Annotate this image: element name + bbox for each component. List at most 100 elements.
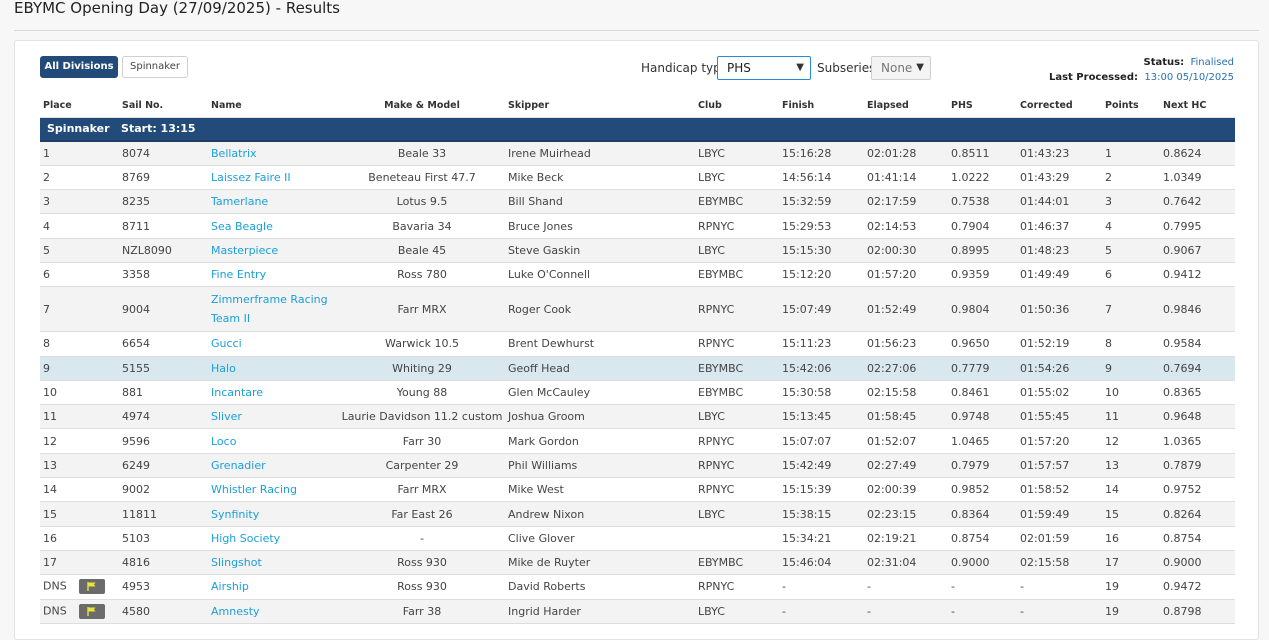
club-cell-text: EBYMBC — [698, 386, 744, 400]
next-hc-cell: 0.8754 — [1160, 526, 1235, 551]
sail-no-cell: 4580 — [119, 599, 208, 624]
col-name[interactable]: Name — [208, 95, 336, 118]
club-cell: EBYMBC — [695, 356, 779, 381]
place-cell-text: 9 — [43, 361, 50, 375]
boat-name-link[interactable]: Synfinity — [208, 501, 336, 527]
sail-no-cell: 9002 — [119, 477, 208, 503]
corrected-cell: 01:43:29 — [1017, 165, 1102, 191]
sail-no-cell: 11811 — [119, 501, 208, 527]
table-header-row: Place Sail No. Name Make & Model Skipper… — [40, 95, 1235, 118]
phs-cell: 1.0465 — [948, 428, 1017, 454]
boat-name-link-text[interactable]: Incantare — [211, 386, 264, 400]
phs-cell: - — [948, 574, 1017, 600]
place-cell-text: 1 — [43, 146, 50, 160]
boat-name-link-text[interactable]: Whistler Racing — [211, 483, 297, 497]
spinnaker-button[interactable]: Spinnaker — [122, 56, 188, 78]
points-cell-text: 3 — [1105, 195, 1112, 209]
col-finish[interactable]: Finish — [779, 95, 864, 118]
boat-name-link-text[interactable]: Loco — [211, 434, 237, 448]
boat-name-link-text[interactable]: Slingshot — [211, 556, 262, 570]
flag-icon[interactable] — [78, 579, 105, 595]
sail-no-cell-text: 4580 — [122, 604, 150, 618]
col-make-model[interactable]: Make & Model — [336, 95, 505, 118]
skipper-cell: Mark Gordon — [505, 428, 695, 454]
col-elapsed[interactable]: Elapsed — [864, 95, 948, 118]
boat-name-link[interactable]: Airship — [208, 574, 336, 600]
col-skipper[interactable]: Skipper — [505, 95, 695, 118]
boat-name-link[interactable]: Bellatrix — [208, 141, 336, 166]
boat-name-link-text[interactable]: Bellatrix — [211, 146, 257, 160]
boat-name-link-text[interactable]: Synfinity — [211, 507, 260, 521]
boat-name-link-text[interactable]: Fine Entry — [211, 268, 267, 282]
boat-name-link-text[interactable]: High Society — [211, 531, 281, 545]
corrected-cell: 01:44:01 — [1017, 189, 1102, 215]
elapsed-cell-text: 01:41:14 — [867, 170, 917, 184]
col-corrected[interactable]: Corrected — [1017, 95, 1102, 118]
boat-name-link[interactable]: Tamerlane — [208, 189, 336, 215]
boat-name-link[interactable]: Zimmerframe Racing Team II — [208, 286, 336, 333]
place-cell: 3 — [40, 189, 119, 215]
boat-name-link[interactable]: Grenadier — [208, 453, 336, 479]
table-row: 2 8769 Laissez Faire II Beneteau First 47.7… — [40, 165, 1235, 191]
page-title: EBYMC Opening Day (27/09/2025) - Results — [14, 0, 340, 17]
phs-cell-text: 0.9359 — [951, 268, 990, 282]
points-cell-text: 15 — [1105, 507, 1119, 521]
phs-cell-text: 0.8754 — [951, 531, 990, 545]
boat-name-link[interactable]: Masterpiece — [208, 238, 336, 263]
boat-name-link[interactable]: Sliver — [208, 404, 336, 430]
boat-name-link[interactable]: High Society — [208, 526, 336, 551]
club-cell-text: LBYC — [698, 410, 725, 424]
sail-no-cell: 4974 — [119, 404, 208, 430]
boat-name-link-text[interactable]: Sliver — [211, 410, 242, 424]
handicap-type-select[interactable]: PHS ▼ — [717, 56, 811, 80]
points-cell: 19 — [1102, 574, 1160, 600]
boat-name-link-text[interactable]: Amnesty — [211, 604, 260, 618]
make-model-cell-text: Young 88 — [396, 386, 448, 400]
boat-name-link[interactable]: Slingshot — [208, 550, 336, 576]
place-cell-text: 15 — [43, 507, 57, 521]
table-row: 6 3358 Fine Entry Ross 780 Luke O'Connell EBY… — [40, 262, 1235, 288]
club-cell-text: LBYC — [698, 146, 725, 160]
boat-name-link[interactable]: Amnesty — [208, 599, 336, 624]
corrected-cell-text: 01:44:01 — [1020, 195, 1070, 209]
make-model-cell: Farr MRX — [336, 477, 505, 503]
sail-no-cell-text: 9004 — [122, 302, 150, 316]
corrected-cell: 02:01:59 — [1017, 526, 1102, 551]
col-sail-no[interactable]: Sail No. — [119, 95, 208, 118]
all-divisions-button[interactable]: All Divisions — [40, 56, 118, 78]
col-place[interactable]: Place — [40, 95, 119, 118]
boat-name-link-text[interactable]: Grenadier — [211, 458, 266, 472]
boat-name-link-text[interactable]: Laissez Faire II — [211, 170, 291, 184]
boat-name-link-text[interactable]: Masterpiece — [211, 243, 279, 257]
phs-cell-text: 0.9748 — [951, 410, 990, 424]
boat-name-link-text[interactable]: Gucci — [211, 337, 242, 351]
boat-name-link[interactable]: Incantare — [208, 380, 336, 406]
col-next-hc[interactable]: Next HC — [1160, 95, 1235, 118]
next-hc-cell-text: 0.9412 — [1163, 268, 1202, 282]
place-cell-text: 5 — [43, 243, 50, 257]
boat-name-link-text[interactable]: Halo — [211, 361, 236, 375]
col-phs[interactable]: PHS — [948, 95, 1017, 118]
boat-name-link[interactable]: Gucci — [208, 331, 336, 357]
subseries-select[interactable]: None ▼ — [871, 56, 931, 80]
boat-name-link[interactable]: Fine Entry — [208, 262, 336, 288]
boat-name-link-text[interactable]: Tamerlane — [211, 195, 269, 209]
boat-name-link[interactable]: Halo — [208, 356, 336, 381]
elapsed-cell-text: - — [867, 604, 871, 618]
boat-name-link[interactable]: Whistler Racing — [208, 477, 336, 503]
boat-name-link-text[interactable]: Zimmerframe Racing Team II — [211, 293, 328, 326]
boat-name-link-text[interactable]: Sea Beagle — [211, 219, 273, 233]
flag-icon[interactable] — [78, 603, 105, 619]
col-points[interactable]: Points — [1102, 95, 1160, 118]
finish-cell-text: - — [782, 580, 786, 594]
club-cell-text: RPNYC — [698, 483, 735, 497]
place-cell-text: 11 — [43, 410, 57, 424]
make-model-cell-text: Ross 930 — [397, 556, 447, 570]
club-cell: EBYMBC — [695, 262, 779, 288]
col-club[interactable]: Club — [695, 95, 779, 118]
last-processed-key: Last Processed: — [1048, 72, 1138, 83]
boat-name-link-text[interactable]: Airship — [211, 580, 249, 594]
boat-name-link[interactable]: Laissez Faire II — [208, 165, 336, 191]
boat-name-link[interactable]: Sea Beagle — [208, 213, 336, 239]
boat-name-link[interactable]: Loco — [208, 428, 336, 454]
